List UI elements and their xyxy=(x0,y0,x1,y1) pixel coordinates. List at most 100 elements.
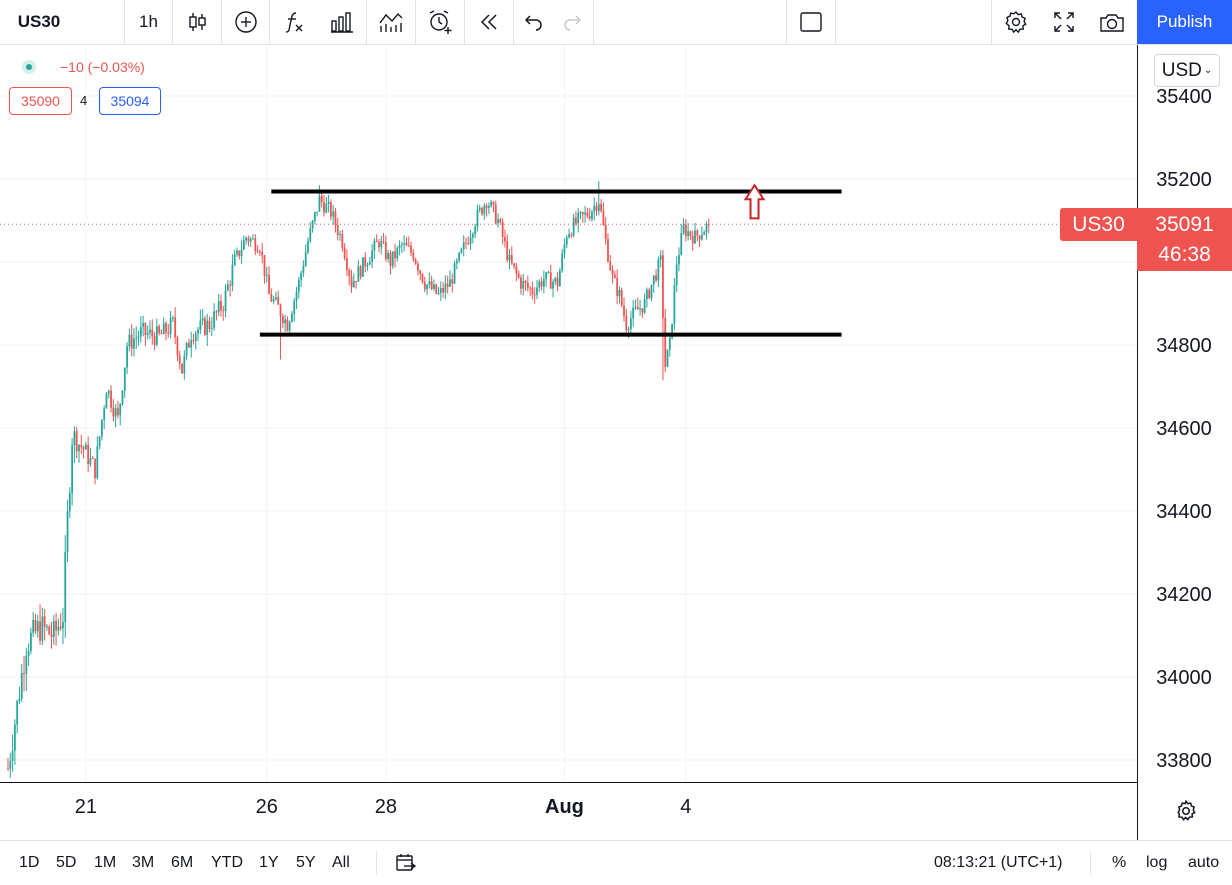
candle-body xyxy=(662,255,664,318)
chart-type-icon[interactable] xyxy=(367,0,415,44)
alert-clock-icon[interactable] xyxy=(416,0,464,44)
candle-body xyxy=(66,511,69,553)
candle-body xyxy=(492,201,495,205)
candle-body xyxy=(133,338,135,349)
candle-body xyxy=(36,621,39,632)
camera-snapshot-icon[interactable] xyxy=(1088,0,1136,44)
range-1y-button[interactable]: 1Y xyxy=(259,854,279,871)
bottom-divider xyxy=(376,851,377,875)
candle-body xyxy=(678,254,680,265)
candle-body xyxy=(300,272,303,280)
candle-body xyxy=(220,301,222,311)
redo-icon[interactable] xyxy=(552,0,592,44)
currency-selector[interactable]: USD ⌄ xyxy=(1154,54,1220,87)
toolbar-divider xyxy=(464,0,465,44)
layout-square-icon[interactable] xyxy=(787,0,835,44)
breakout-arrow-icon xyxy=(743,183,766,220)
range-6m-button[interactable]: 6M xyxy=(171,854,194,871)
candle-body xyxy=(595,205,598,211)
range-5y-button[interactable]: 5Y xyxy=(296,854,316,871)
candle-body xyxy=(295,291,298,301)
candle-body xyxy=(568,234,570,238)
candle-body xyxy=(185,343,188,356)
y-tick-label: 34200 xyxy=(1156,584,1212,606)
sell-price-button[interactable]: 35090 xyxy=(9,87,72,115)
log-scale-button[interactable]: log xyxy=(1146,854,1168,871)
compare-add-icon[interactable] xyxy=(222,0,269,44)
candle-body xyxy=(565,237,568,245)
undo-icon[interactable] xyxy=(514,0,554,44)
candle-body xyxy=(144,323,147,335)
candle-body xyxy=(627,328,630,331)
publish-button[interactable]: Publish xyxy=(1137,0,1232,44)
candle-body xyxy=(119,403,122,416)
candle-body xyxy=(192,340,195,342)
range-1m-button[interactable]: 1M xyxy=(94,854,117,871)
candle-body xyxy=(160,333,163,335)
candle-body xyxy=(126,346,128,368)
y-tick-label: 34400 xyxy=(1156,501,1212,523)
range-3m-button[interactable]: 3M xyxy=(132,854,155,871)
candle-body xyxy=(620,289,623,306)
candle-body xyxy=(478,207,481,210)
candle-body xyxy=(412,252,415,260)
candle-body xyxy=(652,275,655,285)
candle-body xyxy=(261,252,264,256)
clock-time[interactable]: 08:13:21 (UTC+1) xyxy=(934,854,1063,871)
candle-body xyxy=(98,436,101,447)
symbol-search-button[interactable]: US30 xyxy=(17,12,61,31)
candle-body xyxy=(165,323,167,333)
candle-body xyxy=(142,323,145,327)
settings-gear-icon[interactable] xyxy=(992,0,1040,44)
replay-icon[interactable] xyxy=(465,0,513,44)
candle-body xyxy=(346,258,348,271)
candle-body xyxy=(625,315,628,331)
auto-scale-button[interactable]: auto xyxy=(1188,854,1220,871)
candle-body xyxy=(130,334,133,349)
candle-body xyxy=(417,263,419,271)
buy-price-button[interactable]: 35094 xyxy=(99,87,161,115)
price-chart[interactable]: 3380034000342003440034600348003500035200… xyxy=(0,45,1232,840)
fullscreen-icon[interactable] xyxy=(1040,0,1088,44)
indicators-fx-icon[interactable] xyxy=(270,0,318,44)
toolbar-divider xyxy=(835,0,836,44)
range-1d-button[interactable]: 1D xyxy=(19,854,40,871)
candle-body xyxy=(485,205,488,208)
toolbar-divider xyxy=(786,0,787,44)
candle-body xyxy=(588,216,591,219)
templates-bars-icon[interactable] xyxy=(318,0,366,44)
candle-body xyxy=(270,294,273,302)
range-ytd-button[interactable]: YTD xyxy=(211,854,243,871)
candle-body xyxy=(371,250,374,262)
chart-pane[interactable]: 3380034000342003440034600348003500035200… xyxy=(0,45,1232,840)
goto-date-icon[interactable] xyxy=(395,841,417,885)
candle-body xyxy=(291,313,293,322)
candle-body xyxy=(584,212,586,215)
candle-body xyxy=(430,281,433,289)
candle-body xyxy=(9,760,12,769)
candle-body xyxy=(309,228,312,242)
candle-body xyxy=(13,724,16,751)
candle-body xyxy=(616,277,619,297)
top-toolbar: US30 1h xyxy=(0,0,1232,45)
y-tick-label: 35200 xyxy=(1156,169,1212,191)
candle-body xyxy=(547,272,550,274)
candles-style-icon[interactable] xyxy=(173,0,221,44)
toolbar-divider xyxy=(366,0,367,44)
candle-body xyxy=(117,408,119,416)
candle-body xyxy=(439,288,442,293)
toolbar-divider xyxy=(513,0,514,44)
percent-scale-button[interactable]: % xyxy=(1112,854,1127,871)
candle-body xyxy=(355,280,357,282)
candle-body xyxy=(373,240,376,251)
candle-body xyxy=(586,212,589,217)
candle-body xyxy=(316,211,319,213)
candle-body xyxy=(128,334,131,347)
range-all-button[interactable]: All xyxy=(332,854,350,871)
range-5d-button[interactable]: 5D xyxy=(56,854,77,871)
candle-body xyxy=(149,329,151,333)
interval-button[interactable]: 1h xyxy=(139,12,158,31)
candle-body xyxy=(668,337,671,350)
scale-settings-icon[interactable] xyxy=(1173,798,1199,824)
symbol-price-label: US30 xyxy=(1060,208,1137,241)
